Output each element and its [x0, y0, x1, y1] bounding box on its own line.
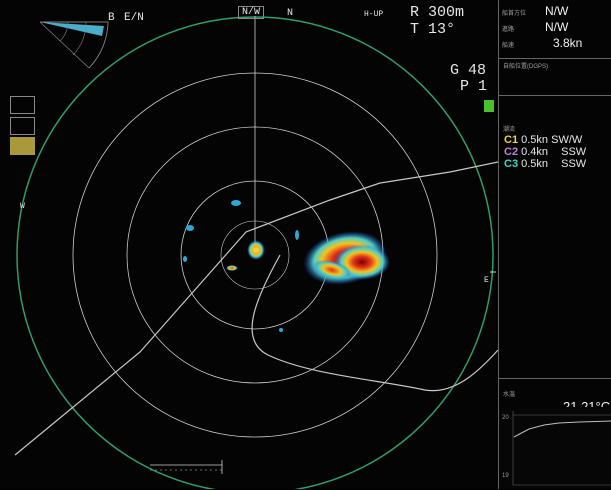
- currents-label: 潮流: [503, 127, 516, 133]
- course-value: N/W: [545, 20, 569, 34]
- side-toggle-3[interactable]: [10, 137, 35, 155]
- east-bearing-label: E: [484, 276, 489, 285]
- echo-small-6: [279, 328, 283, 332]
- direction-tab[interactable]: N/W: [238, 6, 265, 19]
- speed-value: 3.8kn: [553, 36, 583, 50]
- current-direction: SSW: [561, 146, 587, 158]
- echo-small-1: [231, 200, 241, 206]
- graph-tick-19: 19: [502, 473, 509, 479]
- heading-value: N/W: [545, 4, 569, 18]
- temperature-graph: 20 19: [499, 407, 611, 489]
- course-label: 進路: [502, 27, 515, 33]
- scale-bar: [150, 460, 223, 474]
- water-temperature-section: 水温 21.21°C 20 19: [499, 378, 611, 490]
- west-bearing-label: W: [20, 202, 25, 211]
- sonar-display[interactable]: [0, 0, 498, 489]
- graph-tick-20: 20: [502, 415, 509, 421]
- speed-label: 船速: [502, 43, 515, 49]
- current-id: C1: [504, 134, 519, 146]
- side-toggle-1[interactable]: [10, 96, 35, 114]
- info-panel: 船首方位 N/W 進路 N/W 船速 3.8kn 自船位置(DGPS) 潮流 C…: [498, 0, 611, 489]
- position-label: 自船位置(DGPS): [503, 64, 549, 70]
- echo-small-2: [186, 225, 194, 231]
- current-speed: 0.5kn: [521, 134, 549, 146]
- display-mode-label: H-UP: [364, 10, 384, 19]
- own-ship-marker: [253, 247, 259, 253]
- mode-b-label: B: [108, 12, 116, 24]
- gain-readout: G 48: [450, 62, 487, 79]
- current-id: C2: [504, 146, 519, 158]
- tilt-readout: T 13°: [410, 21, 456, 38]
- water-temp-label: 水温: [503, 392, 516, 398]
- position-box: 自船位置(DGPS): [499, 58, 611, 96]
- current-id: C3: [504, 158, 519, 170]
- heading-label: 船首方位: [502, 11, 527, 17]
- north-label: N: [287, 8, 294, 19]
- ship-track-2: [251, 254, 498, 392]
- current-row-c3: C3 0.5kn SSW: [504, 158, 586, 170]
- range-readout: R 300m: [410, 4, 465, 21]
- current-speed: 0.5kn: [521, 158, 549, 170]
- echo-streak: [312, 259, 352, 281]
- echo-small-4: [183, 256, 187, 262]
- status-indicator: [484, 100, 494, 112]
- current-direction: SSW: [561, 158, 587, 170]
- echo-small-3: [295, 230, 299, 240]
- scan-sector-icon: [39, 21, 109, 69]
- temperature-trace: [513, 420, 611, 438]
- echo-small-5: [226, 265, 238, 271]
- current-direction: SW/W: [551, 134, 583, 146]
- ship-track: [14, 161, 498, 456]
- current-row-c1: C1 0.5kn SW/W: [504, 134, 582, 146]
- side-toggle-2[interactable]: [10, 117, 35, 135]
- mode-en-label: E/N: [124, 12, 144, 24]
- current-speed: 0.4kn: [521, 146, 549, 158]
- current-row-c2: C2 0.4kn SSW: [504, 146, 586, 158]
- pulse-readout: P 1: [460, 78, 488, 95]
